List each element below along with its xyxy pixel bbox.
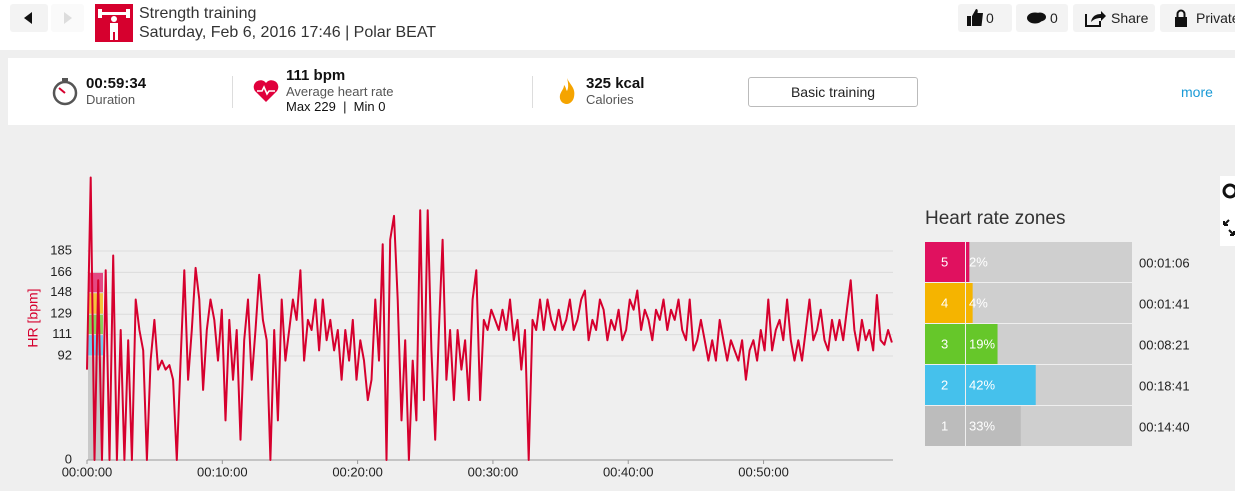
share-label: Share: [1111, 10, 1149, 26]
chart: HR [bpm] Heart rate zones 0 92 111 129 148 16…: [25, 176, 1190, 479]
zone-number: 3: [941, 336, 948, 351]
y-tick-label: 0: [65, 451, 72, 466]
stopwatch-icon: [52, 78, 78, 106]
calories-label: Calories: [586, 92, 634, 107]
zone-duration: 00:01:41: [1139, 296, 1190, 311]
zone-percent: 33%: [969, 418, 995, 433]
zone-percent: 19%: [969, 336, 995, 351]
zone-number-box: [925, 242, 965, 282]
zone-bar: [966, 324, 998, 364]
zone-percent: 2%: [969, 254, 988, 269]
y-axis-label: HR [bpm]: [25, 288, 41, 347]
title: Strength training: [139, 5, 257, 22]
y-tick-label: 92: [58, 347, 72, 362]
like-button[interactable]: 0: [958, 4, 1012, 32]
x-tick-label: 00:30:00: [468, 464, 519, 479]
zone-bar: [966, 242, 970, 282]
back-button[interactable]: [10, 4, 48, 32]
like-count: 0: [986, 10, 994, 26]
zone-duration: 00:18:41: [1139, 378, 1190, 393]
zone-number-box: [925, 283, 965, 323]
heart-rate-line: [86, 176, 893, 461]
x-tick-label: 00:40:00: [603, 464, 654, 479]
divider: [232, 76, 233, 108]
privacy-button[interactable]: Private: [1160, 4, 1235, 32]
zone-number-box: [925, 365, 965, 405]
more-link[interactable]: more: [1181, 84, 1213, 100]
zone-number: 5: [941, 254, 948, 269]
y-tick-label: 185: [50, 242, 72, 257]
heart-rate-range: Max 229 | Min 0: [286, 99, 386, 114]
zone-band: [88, 314, 103, 335]
y-tick-label: 166: [50, 264, 72, 279]
heart-icon: [253, 80, 279, 102]
heart-rate-label: Average heart rate: [286, 84, 394, 99]
zone-bar: [966, 283, 973, 323]
y-tick-label: 111: [52, 326, 72, 341]
zone-band: [88, 292, 103, 315]
zone-number: 4: [941, 295, 948, 310]
top-bar: Strength training Saturday, Feb 6, 2016 …: [0, 0, 1235, 50]
zone-bar: [966, 406, 1021, 446]
duration: 00:59:34: [86, 75, 147, 92]
zone-duration: 00:01:06: [1139, 255, 1190, 270]
zone-number-box: [925, 324, 965, 364]
sport-icon: [95, 4, 133, 42]
summary-card: 00:59:34 Duration 111 bpm Average heart …: [8, 58, 1235, 125]
zone-number: 1: [941, 418, 948, 433]
divider: [532, 76, 533, 108]
forward-button[interactable]: [51, 4, 84, 32]
zone-duration: 00:08:21: [1139, 337, 1190, 352]
zone-percent: 42%: [969, 377, 995, 392]
calories: 325 kcal: [586, 75, 645, 92]
zone-number-box: [925, 406, 965, 446]
flame-icon: [559, 78, 575, 104]
duration-label: Duration: [86, 92, 136, 107]
y-tick-label: 129: [50, 306, 72, 321]
zone-duration: 00:14:40: [1139, 419, 1190, 434]
x-tick-label: 00:20:00: [332, 464, 383, 479]
y-tick-label: 148: [50, 284, 72, 299]
x-tick-label: 00:50:00: [738, 464, 789, 479]
zones-title: Heart rate zones: [925, 208, 1065, 229]
zone-track: [966, 283, 1132, 323]
x-tick-label: 00:10:00: [197, 464, 248, 479]
zone-percent: 4%: [969, 295, 988, 310]
privacy-label: Private: [1196, 10, 1235, 26]
zone-band: [88, 334, 103, 357]
chart-tools: [1220, 176, 1235, 246]
share-button[interactable]: Share: [1073, 4, 1155, 32]
settings-icon[interactable]: [1222, 183, 1235, 199]
expand-icon[interactable]: [1223, 219, 1235, 236]
comment-button[interactable]: 0: [1016, 4, 1068, 32]
x-tick-label: 00:00:00: [62, 464, 113, 479]
subtitle: Saturday, Feb 6, 2016 17:46 | Polar BEAT: [139, 24, 437, 41]
training-type-button[interactable]: Basic training: [748, 77, 918, 107]
zone-band: [88, 272, 103, 293]
zone-track: [966, 242, 1132, 282]
comment-count: 0: [1050, 10, 1058, 26]
zone-number: 2: [941, 377, 948, 392]
heart-rate: 111 bpm: [286, 67, 346, 84]
zone-bar: [966, 365, 1036, 405]
